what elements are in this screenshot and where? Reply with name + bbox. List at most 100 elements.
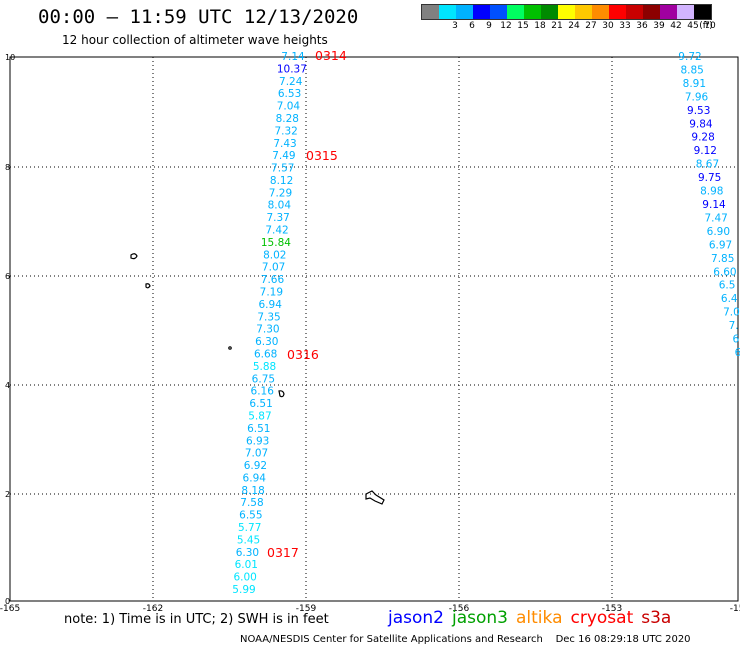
legend-swatch (524, 5, 541, 19)
lat-tick-label: 10 (5, 53, 15, 62)
island-shape (145, 283, 151, 289)
pass-time-label: 0315 (306, 148, 338, 163)
wave-height-value: 5.77 (238, 522, 261, 534)
wave-height-value: 7.19 (260, 287, 283, 299)
legend-tick-label: 39 (653, 21, 665, 31)
wave-height-value: 6.55 (239, 510, 262, 522)
lat-tick-label: 2 (5, 490, 10, 499)
wave-height-value: 8.18 (241, 485, 264, 497)
wave-height-value: 9.12 (694, 145, 717, 157)
wave-height-value: 6 (735, 347, 740, 359)
wave-height-value: 7.96 (685, 91, 709, 103)
wave-height-value: 6.60 (713, 266, 736, 278)
wave-height-value: 7.04 (277, 101, 301, 113)
wave-height-value: 7.07 (245, 448, 268, 460)
wave-height-value: 5.87 (248, 410, 271, 422)
legend-swatch (694, 5, 711, 19)
map-frame (9, 56, 739, 602)
wave-height-value: 7.47 (704, 212, 727, 224)
wave-height-value: 6.90 (707, 226, 730, 238)
island-outlines (130, 253, 385, 505)
lon-tick-label: -159 (296, 604, 317, 614)
legend-swatch (439, 5, 456, 19)
wave-height-value: 7.14 (281, 51, 305, 63)
wave-height-value: 6.93 (246, 435, 269, 447)
legend-swatch (660, 5, 677, 19)
legend-swatches (421, 4, 712, 20)
legend-labels: 3 6 9 12 15 18 21 24 27 30 33 36 39 42 45 70 (ft) (421, 20, 716, 32)
wave-height-value: 8.28 (276, 113, 299, 125)
island-shape (130, 253, 138, 260)
legend-tick-label: 9 (486, 21, 492, 31)
wave-height-value: 5.99 (232, 584, 255, 596)
wave-height-value: 6.01 (235, 559, 258, 571)
legend-swatch (541, 5, 558, 19)
legend-swatch (422, 5, 439, 19)
wave-height-value: 6 (732, 334, 739, 346)
legend-tick-label: 6 (469, 21, 475, 31)
wave-height-value: 7.42 (265, 225, 288, 237)
wave-height-value: 7.32 (274, 125, 297, 137)
wave-height-value: 7.85 (711, 253, 734, 265)
legend-tick-label: 24 (568, 21, 580, 31)
wave-height-value: 8.67 (696, 159, 719, 171)
lat-tick-label: 8 (5, 163, 10, 172)
wave-height-value: 6.30 (236, 547, 259, 559)
pass-time-label: 0317 (267, 545, 299, 560)
wave-height-value: 7.07 (262, 262, 285, 274)
legend-tick-label: 15 (517, 21, 529, 31)
wave-height-value: 7. (729, 320, 739, 332)
legend-tick-label: 21 (551, 21, 563, 31)
wave-height-value: 6.16 (251, 386, 275, 398)
legend-swatch (473, 5, 490, 19)
wave-height-value: 7.49 (272, 150, 295, 162)
wave-height-value: 8.02 (263, 249, 286, 261)
wave-height-value: 8.91 (683, 78, 706, 90)
wave-height-value: 15.84 (261, 237, 291, 249)
wave-height-value: 6.53 (278, 88, 301, 100)
legend-tick-label: 70 (704, 21, 716, 31)
latitude-tick-labels: 0 2 4 6 8 10 (5, 53, 15, 606)
wave-height-value: 9.28 (691, 132, 714, 144)
wave-height-value: 7.30 (256, 324, 279, 336)
color-legend: 3 6 9 12 15 18 21 24 27 30 33 36 39 42 45 70 (ft) (421, 4, 716, 32)
wave-height-value: 7.37 (266, 212, 289, 224)
pass-time-label: 0314 (315, 48, 347, 63)
wave-height-value: 7.24 (279, 76, 303, 88)
wave-height-value: 6.00 (233, 572, 256, 584)
wave-height-value: 9.75 (698, 172, 721, 184)
island-shape (228, 346, 232, 350)
lon-tick-label: -156 (449, 604, 470, 614)
legend-tick-label: 3 (452, 21, 458, 31)
wave-height-value: 6.94 (243, 472, 267, 484)
legend-swatch (558, 5, 575, 19)
legend-swatch (626, 5, 643, 19)
lon-tick-label: -165 (0, 604, 20, 614)
lon-tick-label: -153 (602, 604, 622, 614)
satellite-track-right: 9.728.85 8.917.96 9.539.84 9.289.12 8.679.75… (678, 51, 740, 359)
satellite-track-left: 7.1410.377.246.537.048.287.327.437.497.5… (232, 51, 307, 596)
wave-height-value: 8.85 (680, 64, 703, 76)
legend-tick-label: 33 (619, 21, 631, 31)
legend-tick-label: 27 (585, 21, 597, 31)
wave-height-value: 6.92 (244, 460, 267, 472)
legend-tick-label: 12 (500, 21, 512, 31)
legend-unit-label: (ft) (699, 21, 713, 31)
mission-label: s3a (641, 608, 672, 628)
wave-height-value: 7.66 (261, 274, 285, 286)
legend-swatch (643, 5, 660, 19)
lon-tick-label: -162 (143, 604, 163, 614)
wave-height-value: 8.98 (700, 186, 723, 198)
wave-height-value: 10.37 (277, 63, 307, 75)
legend-swatch (490, 5, 507, 19)
wave-height-value: 6.30 (255, 336, 278, 348)
wave-height-value: 6.97 (709, 239, 732, 251)
units-note: note: 1) Time is in UTC; 2) SWH is in fe… (64, 612, 329, 627)
wave-height-value: 6.5 (719, 280, 736, 292)
lon-tick-label: -150 (730, 604, 740, 614)
mission-label: jason2 (388, 608, 444, 628)
legend-swatch (507, 5, 524, 19)
credit-line: NOAA/NESDIS Center for Satellite Applica… (240, 634, 691, 645)
wave-height-value: 5.45 (237, 534, 260, 546)
legend-tick-label: 45 (687, 21, 699, 31)
